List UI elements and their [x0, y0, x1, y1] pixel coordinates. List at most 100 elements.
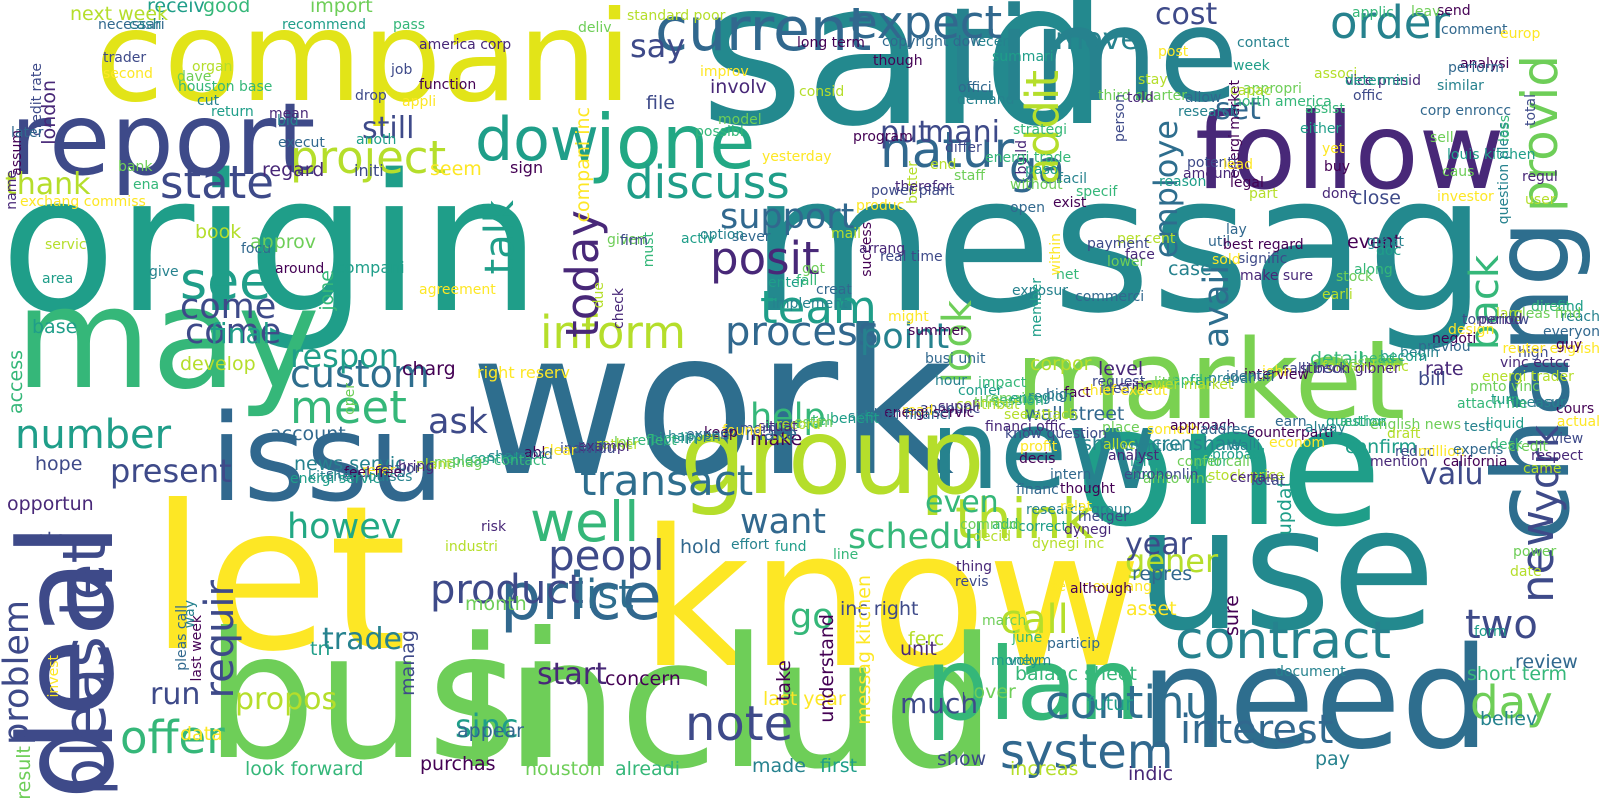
word-58: support	[720, 197, 855, 237]
word-66: move	[1055, 22, 1139, 57]
word-91: believ	[1480, 708, 1538, 730]
word-20: group	[680, 396, 985, 518]
word-431: begin	[1400, 345, 1440, 361]
word-403: desk	[1490, 437, 1523, 453]
word-65: say	[630, 27, 686, 65]
word-26: contract	[1175, 611, 1391, 671]
word-39: pleas let	[50, 540, 120, 796]
word-2: work	[470, 288, 954, 521]
word-380: address	[1200, 422, 1256, 438]
word-83: come	[185, 312, 282, 352]
word-310: commerci	[1075, 289, 1145, 305]
word-95: year	[1125, 527, 1192, 562]
word-44: meet	[290, 381, 407, 434]
word-274: appropri	[1243, 81, 1302, 97]
word-162: compani	[336, 258, 405, 277]
word-197: trader	[103, 50, 147, 66]
word-213: specif	[1076, 184, 1118, 200]
word-312: member	[1029, 278, 1045, 338]
word-270: allow	[1185, 90, 1222, 106]
word-21: plan	[925, 626, 1141, 743]
word-345: see attach	[1004, 407, 1078, 423]
word-84: even	[925, 485, 999, 520]
word-413: attach file	[1457, 396, 1528, 412]
word-352: correct	[1018, 519, 1068, 535]
word-432: becom	[1380, 349, 1428, 365]
word-90: review	[1515, 651, 1578, 673]
word-302: doc	[1376, 243, 1402, 259]
word-290: perform	[1448, 60, 1504, 76]
word-139: take	[773, 660, 795, 702]
word-486: bring	[398, 459, 435, 475]
word-192: receiv	[147, 0, 205, 17]
word-393: author	[1340, 414, 1387, 430]
word-460: chief financi	[866, 407, 952, 423]
word-430: previou	[1418, 339, 1471, 355]
word-483: pleas contact	[452, 453, 547, 469]
word-120: appear	[457, 720, 524, 742]
word-271: research	[1178, 104, 1239, 120]
word-330: creat	[816, 282, 852, 298]
word-1: messag	[750, 134, 1487, 355]
word-275: associ	[1314, 66, 1358, 82]
word-355: decid	[973, 529, 1011, 545]
word-407: view	[1551, 431, 1584, 447]
word-466: situat	[758, 419, 798, 435]
word-171: way	[182, 600, 198, 629]
word-304: stock	[1336, 269, 1374, 285]
word-441: prepar	[1208, 371, 1255, 387]
word-322: paso	[1025, 162, 1059, 178]
word-351: research group	[1026, 502, 1132, 518]
word-136: unit	[900, 638, 937, 660]
word-166: opportun	[7, 493, 94, 515]
word-193: good	[203, 0, 251, 17]
word-260: offici	[958, 80, 992, 96]
word-187: file	[646, 92, 675, 114]
word-414: pmto vinc	[1470, 379, 1540, 395]
word-100: propos	[235, 682, 338, 717]
word-142: fund	[775, 539, 807, 555]
word-128: asset	[1126, 598, 1177, 620]
word-361: volum	[1008, 653, 1052, 669]
word-222: activ	[681, 231, 715, 247]
word-465: record	[776, 417, 821, 433]
word-43: peopl	[548, 531, 665, 580]
word-94: gener	[1125, 542, 1219, 580]
word-225: due	[591, 282, 607, 309]
word-117: show	[937, 748, 987, 770]
word-19: issu	[210, 390, 445, 529]
word-461: side	[848, 409, 877, 425]
word-376: analyst	[1108, 448, 1159, 464]
word-50: offer	[120, 711, 225, 764]
word-266: told	[1127, 90, 1154, 106]
word-448: chief execut	[1082, 383, 1168, 399]
word-264: third quarter	[1098, 88, 1188, 104]
word-409: cours	[1556, 401, 1595, 417]
word-183: possibl	[695, 124, 744, 140]
word-252: recommend	[282, 17, 366, 33]
word-422: find	[1557, 299, 1584, 315]
word-475: rather	[596, 437, 640, 453]
word-357: revis	[955, 574, 989, 590]
word-175: book	[195, 221, 242, 243]
word-366: dynegi	[1064, 522, 1112, 538]
word-219: program	[853, 129, 913, 145]
word-358: secur exchang	[1050, 579, 1152, 595]
word-34: posit	[710, 232, 820, 285]
word-200: comment	[1441, 22, 1508, 38]
word-158: right reserv	[477, 363, 570, 382]
word-354: commun	[960, 517, 1022, 533]
word-279: buy	[1324, 159, 1351, 175]
word-267: person	[1112, 94, 1128, 142]
word-181: bid	[277, 113, 299, 129]
word-0: origin	[0, 134, 541, 355]
word-204: sell	[1430, 130, 1454, 146]
word-339: summer	[908, 323, 966, 339]
word-168: invest	[46, 655, 62, 698]
word-110: make	[745, 423, 798, 445]
word-101: trade	[322, 622, 402, 657]
word-112: first	[820, 755, 858, 777]
word-186: involv	[710, 76, 767, 98]
word-126: rate	[1425, 358, 1464, 380]
